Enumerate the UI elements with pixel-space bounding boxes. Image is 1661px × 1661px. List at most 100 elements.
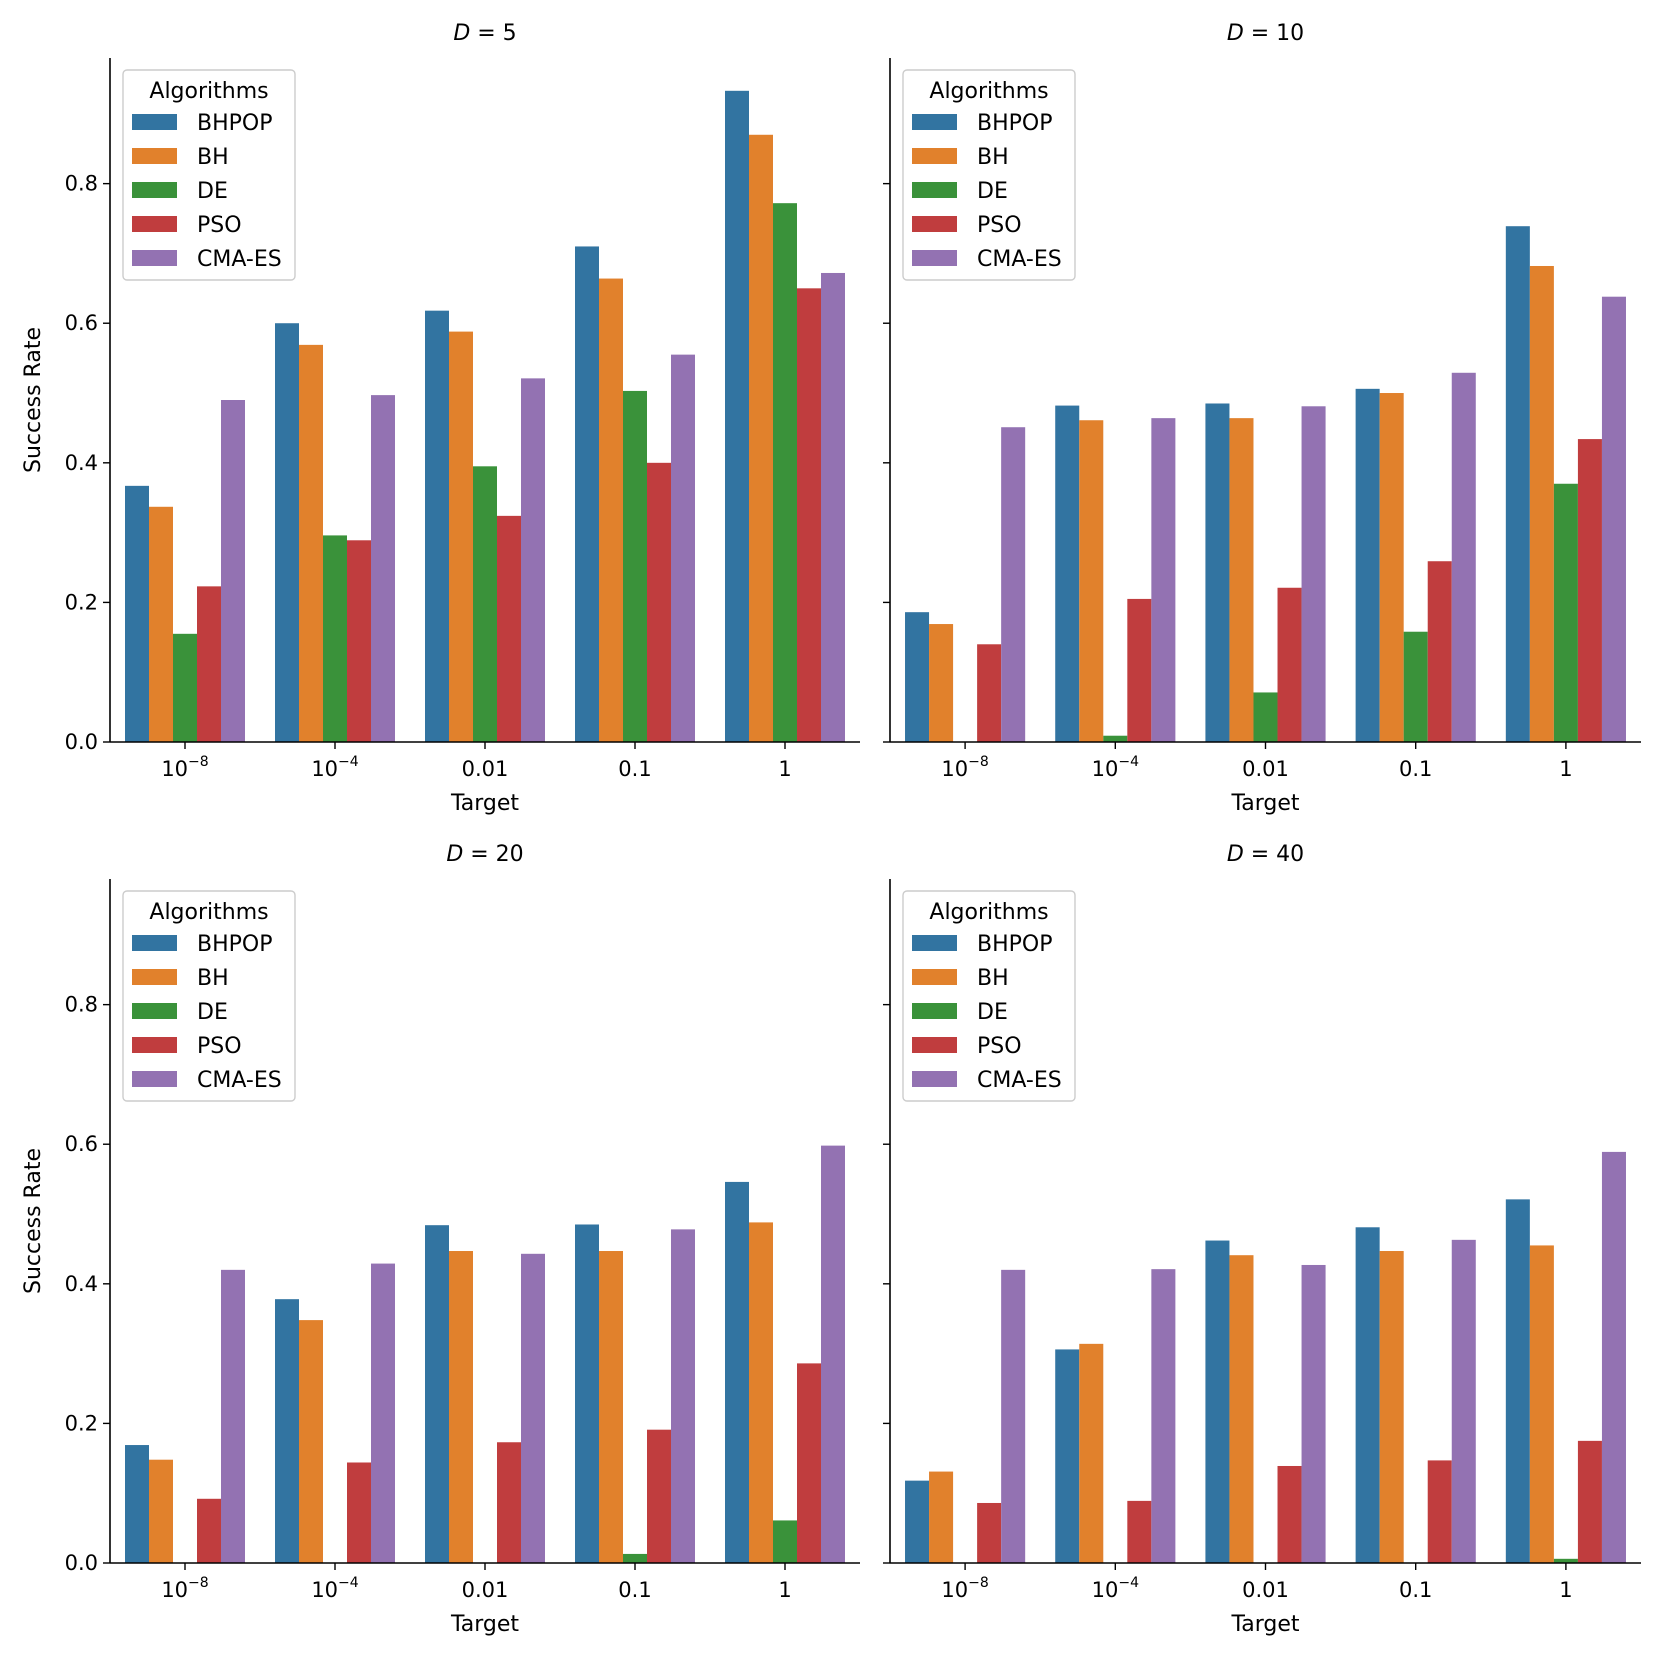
panel-title: D = 5 [453, 21, 516, 46]
legend-label-cma-es: CMA-ES [977, 1068, 1062, 1093]
bar-bh-0 [929, 1471, 954, 1563]
x-axis-label: Target [1230, 1612, 1299, 1637]
bar-cma-es-2 [1301, 406, 1326, 742]
bar-bh-4 [749, 134, 773, 742]
bar-pso-1 [347, 540, 371, 742]
y-tick-label: 0.8 [65, 172, 98, 196]
x-tick-label: 10−8 [941, 754, 988, 781]
legend-swatch-pso [132, 216, 177, 232]
legend: Algorithms BHPOP BH DE PSO CMA-ES [122, 69, 296, 281]
legend-swatch-bhpop [912, 935, 957, 951]
bar-bhpop-2 [425, 310, 449, 742]
x-tick-label: 10−4 [311, 1575, 358, 1602]
legend-swatch-de [912, 1003, 957, 1019]
bar-bhpop-4 [1505, 1199, 1530, 1563]
bar-de-3 [1403, 631, 1428, 742]
legend: Algorithms BHPOP BH DE PSO CMA-ES [902, 890, 1076, 1102]
bar-bhpop-3 [1355, 388, 1380, 742]
bar-bhpop-3 [575, 246, 599, 742]
bar-pso-2 [1277, 1465, 1302, 1563]
bar-bh-1 [299, 1320, 323, 1563]
x-tick-label: 10−8 [161, 1575, 208, 1602]
bar-cma-es-2 [1301, 1264, 1326, 1563]
bar-bh-2 [449, 331, 473, 742]
bar-bh-4 [1529, 1245, 1554, 1563]
legend-label-de: DE [977, 179, 1008, 204]
y-tick-label: 0.2 [65, 1411, 98, 1435]
y-tick-label: 0.4 [65, 451, 98, 475]
y-tick-label: 0.8 [65, 993, 98, 1017]
legend-label-bh: BH [197, 145, 229, 170]
bar-de-0 [173, 633, 197, 742]
bar-de-3 [623, 390, 647, 742]
bar-pso-4 [797, 288, 821, 742]
legend-swatch-bhpop [912, 114, 957, 130]
bar-bh-3 [1379, 393, 1404, 742]
bar-cma-es-4 [1601, 296, 1626, 742]
x-tick-label: 0.1 [618, 757, 651, 781]
x-tick-label: 10−8 [161, 754, 208, 781]
bar-pso-4 [1577, 1440, 1602, 1563]
legend-swatch-cma-es [132, 250, 177, 266]
bar-de-2 [1253, 692, 1278, 742]
legend-label-bhpop: BHPOP [197, 111, 273, 136]
x-tick-label: 1 [778, 1578, 791, 1602]
bar-cma-es-4 [821, 1145, 845, 1563]
legend: Algorithms BHPOP BH DE PSO CMA-ES [122, 890, 296, 1102]
bar-pso-1 [1127, 1500, 1152, 1563]
bar-bh-2 [1229, 418, 1254, 742]
y-tick-label: 0.0 [65, 730, 98, 754]
bar-pso-0 [977, 1502, 1002, 1563]
bar-pso-1 [1127, 598, 1152, 742]
bar-de-1 [323, 535, 347, 742]
bar-bhpop-4 [1505, 226, 1530, 743]
chart-panel: 10−8 10−4 0.01 0.1 1 Target D = 10 Algorithms BH… [883, 21, 1641, 816]
legend-title: Algorithms [149, 79, 268, 104]
x-tick-label: 0.01 [462, 1578, 509, 1602]
bar-de-2 [473, 466, 497, 742]
bar-bh-0 [149, 506, 173, 742]
y-axis-label: Success Rate [21, 327, 46, 473]
bar-cma-es-4 [1601, 1151, 1626, 1563]
legend-swatch-pso [132, 1037, 177, 1053]
bar-bh-3 [599, 278, 623, 742]
bar-cma-es-3 [671, 1229, 695, 1563]
bar-de-4 [773, 1520, 797, 1563]
legend-swatch-bh [132, 148, 177, 164]
legend-label-pso: PSO [977, 213, 1022, 238]
x-axis-label: Target [450, 791, 519, 816]
legend-swatch-cma-es [132, 1071, 177, 1087]
bar-pso-2 [1277, 587, 1302, 742]
bar-bhpop-3 [1355, 1227, 1380, 1563]
x-tick-label: 1 [1559, 1578, 1572, 1602]
bar-bh-1 [1079, 420, 1104, 742]
x-tick-label: 10−4 [1092, 1575, 1139, 1602]
bar-pso-2 [497, 515, 521, 742]
legend-title: Algorithms [929, 79, 1048, 104]
x-axis-label: Target [450, 1612, 519, 1637]
panel-title: D = 40 [1227, 842, 1304, 867]
bar-bh-0 [149, 1459, 173, 1563]
bar-pso-4 [1577, 439, 1602, 742]
legend-label-bhpop: BHPOP [977, 111, 1053, 136]
legend-label-bh: BH [197, 966, 229, 991]
bar-cma-es-1 [371, 395, 395, 742]
legend-swatch-cma-es [912, 1071, 957, 1087]
legend-label-bh: BH [977, 145, 1009, 170]
y-tick-label: 0.0 [65, 1551, 98, 1575]
bar-bh-0 [929, 624, 954, 742]
y-tick-label: 0.6 [65, 311, 98, 335]
bar-bhpop-2 [425, 1225, 449, 1563]
legend-title: Algorithms [149, 900, 268, 925]
bar-cma-es-0 [221, 400, 245, 742]
bar-bhpop-1 [275, 323, 299, 742]
bar-cma-es-0 [1001, 1269, 1026, 1563]
bar-cma-es-3 [1451, 372, 1476, 742]
bar-pso-1 [347, 1462, 371, 1563]
bar-cma-es-1 [1151, 418, 1176, 742]
x-tick-label: 1 [1559, 757, 1572, 781]
bar-bhpop-4 [725, 90, 749, 743]
bar-cma-es-2 [521, 378, 545, 742]
legend-title: Algorithms [929, 900, 1048, 925]
